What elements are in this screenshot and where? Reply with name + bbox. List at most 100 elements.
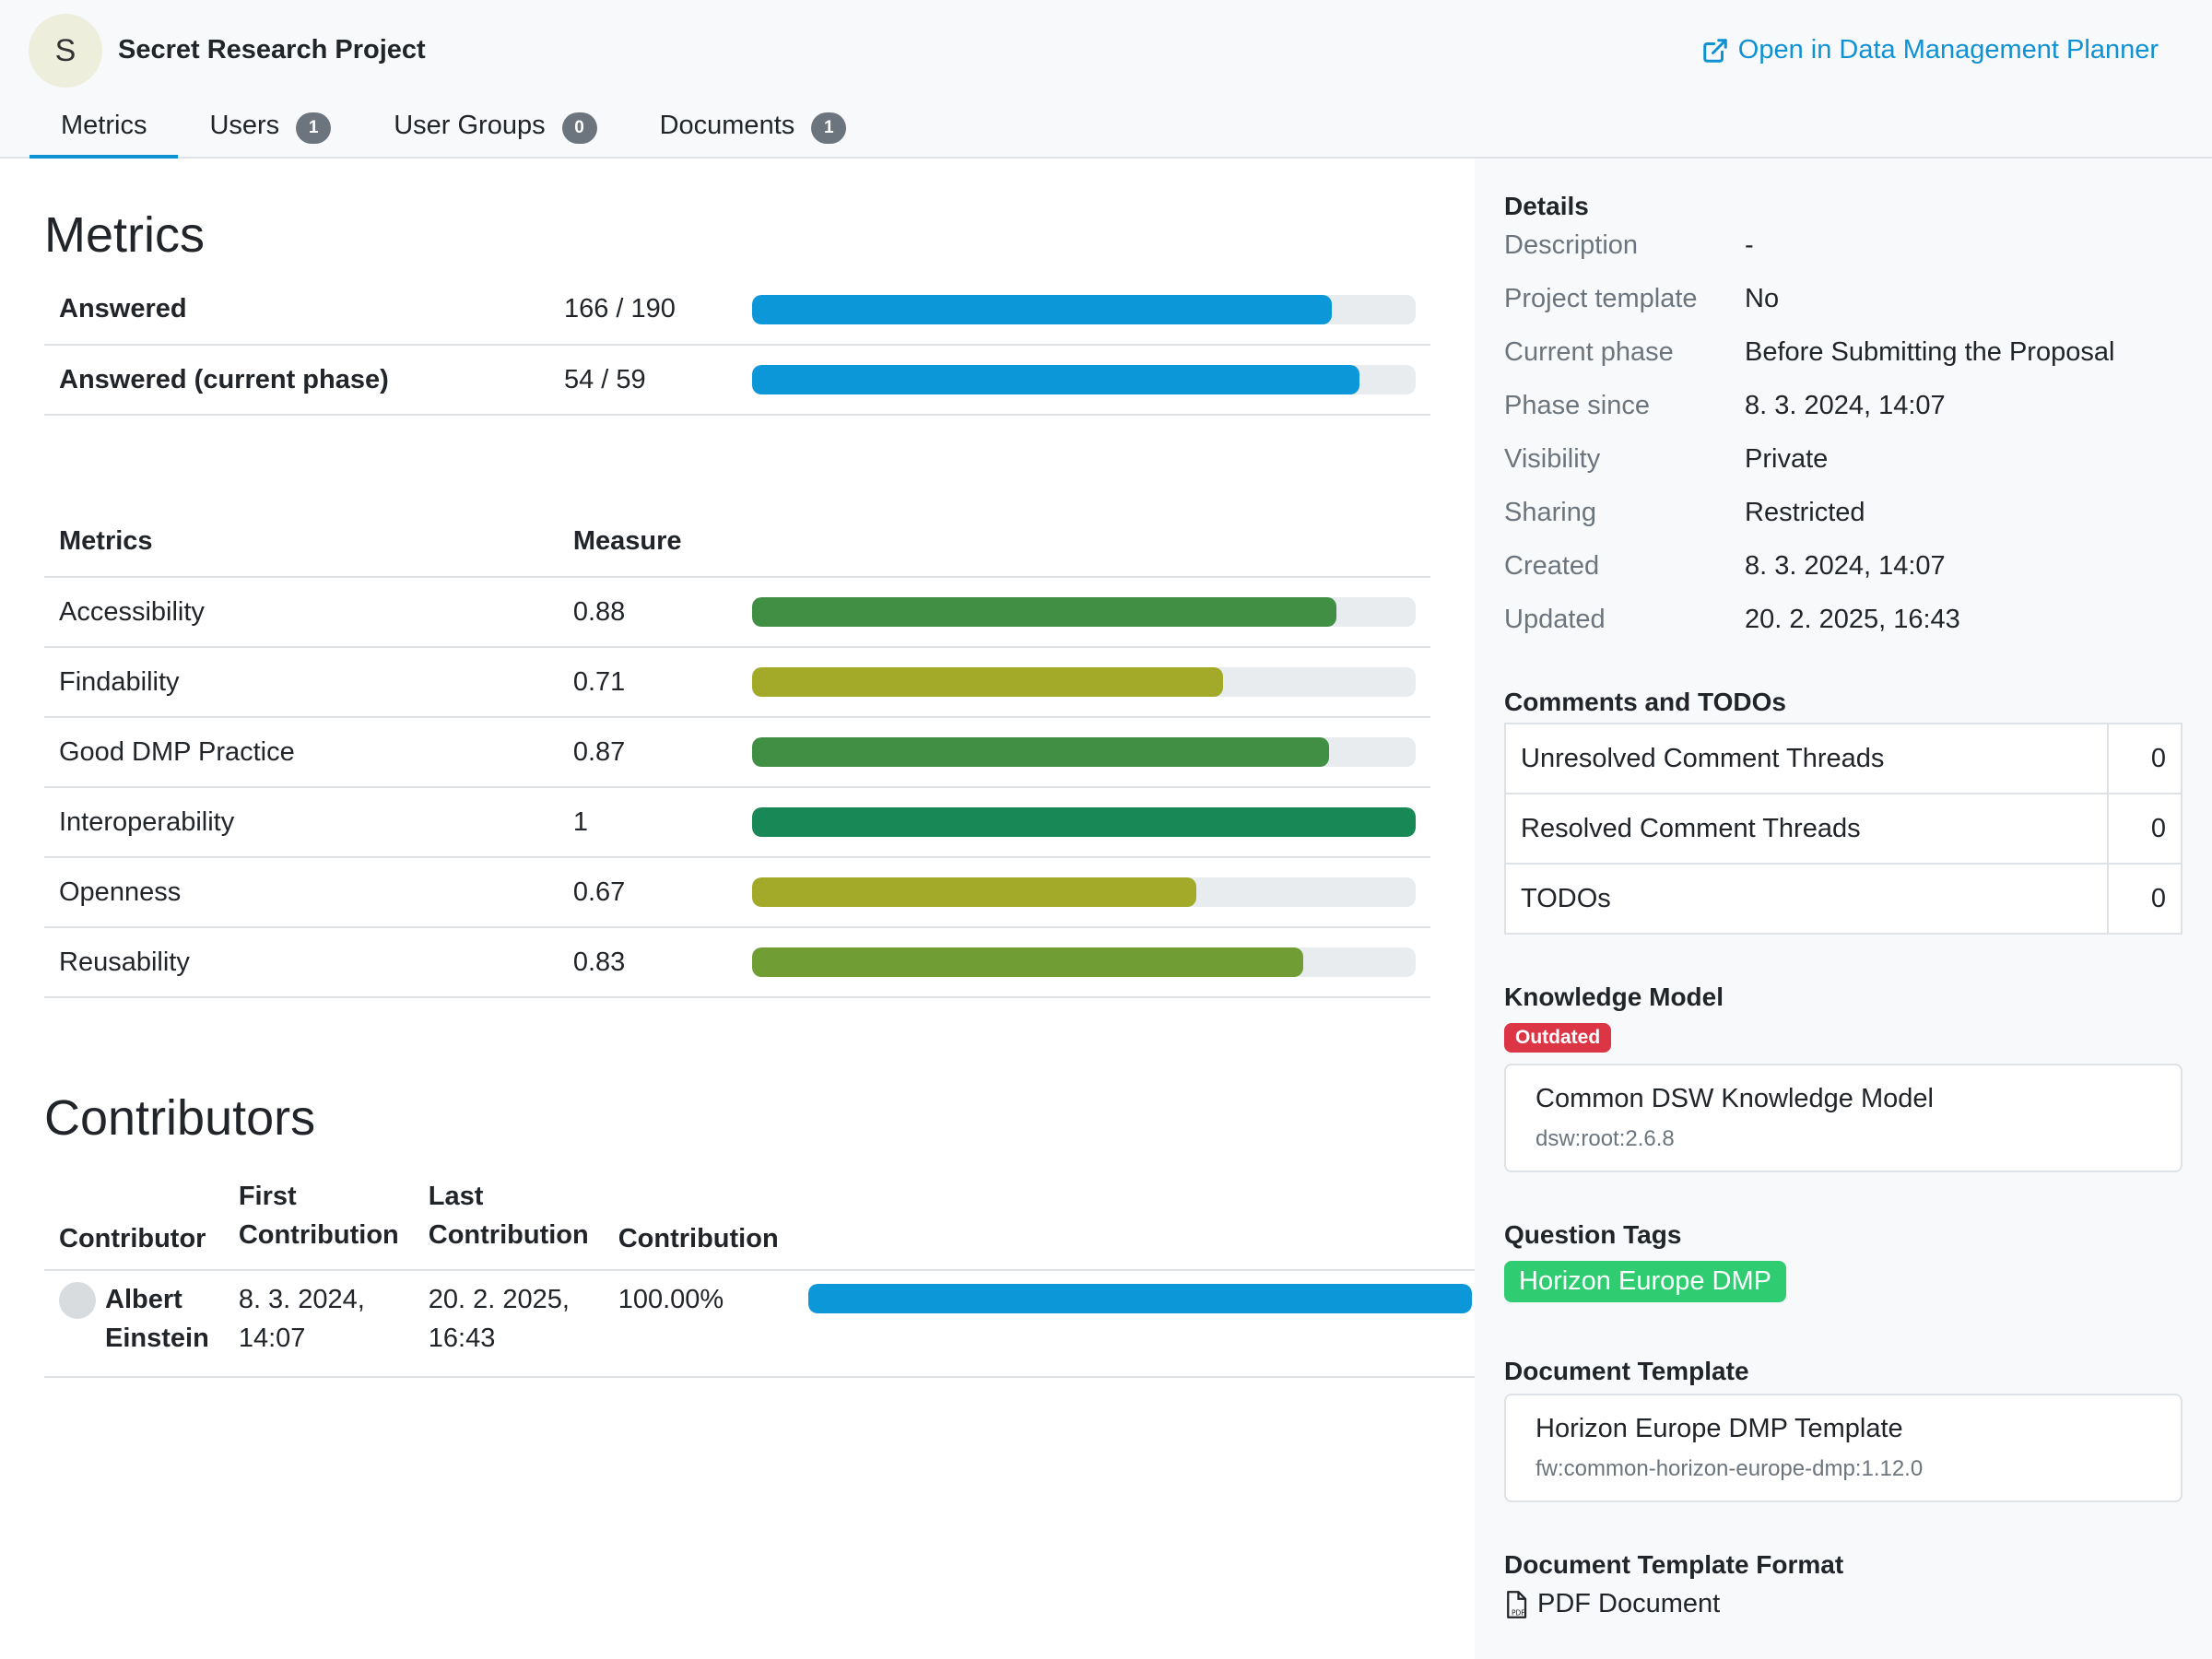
detail-label: Current phase [1504, 337, 1674, 367]
contributors-title: Contributors [44, 1090, 316, 1146]
table-row: Albert Einstein 8. 3. 2024, 14:07 20. 2.… [44, 1270, 1487, 1378]
progress-bar [752, 365, 1416, 394]
metric-bar-fill [752, 597, 1336, 627]
metric-bar-cell [737, 717, 1430, 788]
detail-value: 8. 3. 2024, 14:07 [1745, 391, 1946, 420]
metric-name: Openness [44, 857, 559, 928]
details-sidebar: Details Description - Project template No Cu… [1475, 159, 2212, 1659]
detail-value: Before Submitting the Proposal [1745, 337, 2115, 367]
knowledge-model-name: Common DSW Knowledge Model [1535, 1084, 1934, 1113]
contribution-bar [807, 1284, 1472, 1313]
contributor-column-header: Contributor [44, 1172, 224, 1271]
metric-bar-fill [752, 737, 1330, 767]
tab-label: Users [209, 111, 280, 140]
table-row[interactable]: TODOs 0 [1504, 863, 2183, 935]
tab-metrics[interactable]: Metrics [29, 100, 179, 159]
detail-value: 8. 3. 2024, 14:07 [1745, 551, 1946, 581]
metric-bar-fill [752, 807, 1416, 837]
progress-bar [752, 294, 1416, 324]
metric-bar [752, 597, 1416, 627]
table-row: Answered 166 / 190 [44, 275, 1430, 346]
detail-value: - [1745, 230, 1754, 260]
comment-count: 0 [2107, 723, 2183, 794]
header-line: Contribution [238, 1220, 399, 1250]
comment-count: 0 [2107, 863, 2183, 935]
project-header: S Secret Research Project Open in Data M… [0, 0, 2212, 159]
comment-label: Resolved Comment Threads [1504, 793, 2109, 865]
detail-label: Visibility [1504, 444, 1601, 474]
outdated-badge: Outdated [1504, 1023, 1612, 1053]
metric-measure: 1 [558, 787, 737, 858]
contribution-percent: 100.00% [603, 1270, 794, 1378]
tab-documents[interactable]: Documents 1 [618, 100, 867, 159]
contributor-name-line: Albert [105, 1285, 182, 1314]
metric-name: Reusability [44, 927, 559, 998]
knowledge-model-heading: Knowledge Model [1504, 982, 1724, 1011]
detail-label: Project template [1504, 284, 1698, 313]
metric-name: Accessibility [44, 577, 559, 648]
detail-value: Restricted [1745, 498, 1865, 527]
document-format-heading: Document Template Format [1504, 1550, 1844, 1579]
comment-label: Unresolved Comment Threads [1504, 723, 2109, 794]
tab-label: Metrics [61, 111, 147, 140]
svg-text:PDF: PDF [1512, 1608, 1525, 1617]
comments-table: Unresolved Comment Threads 0 Resolved Co… [1504, 723, 2183, 935]
comment-count: 0 [2107, 793, 2183, 865]
detail-label: Updated [1504, 605, 1606, 634]
metric-measure: 0.67 [558, 857, 737, 928]
metric-bar [752, 667, 1416, 697]
metrics-title: Metrics [44, 207, 205, 263]
knowledge-model-card[interactable]: Common DSW Knowledge Model dsw:root:2.6.… [1504, 1064, 2183, 1172]
tab-label: Documents [659, 111, 795, 140]
last-contribution-column-header: Last Contribution [413, 1172, 604, 1271]
table-header-row: Contributor First Contribution Last Cont… [44, 1172, 1487, 1271]
detail-label: Created [1504, 551, 1600, 581]
progress-bar-fill [752, 365, 1359, 394]
table-row[interactable]: Unresolved Comment Threads 0 [1504, 723, 2183, 794]
project-tabs: Metrics Users 1 User Groups 0 Documents … [29, 100, 866, 159]
metric-bar-cell [737, 577, 1430, 648]
progress-value: 166 / 190 [548, 275, 737, 346]
document-template-id: fw:common-horizon-europe-dmp:1.12.0 [1535, 1456, 1924, 1481]
metric-bar [752, 737, 1416, 767]
date-line: 20. 2. 2025, [428, 1285, 570, 1314]
tab-user-groups[interactable]: User Groups 0 [351, 100, 617, 159]
question-tag: Horizon Europe DMP [1504, 1261, 1786, 1302]
table-row: Findability 0.71 [44, 647, 1430, 718]
date-line: 8. 3. 2024, [238, 1285, 365, 1314]
detail-label: Description [1504, 230, 1639, 260]
table-row: Interoperability 1 [44, 787, 1430, 858]
metric-bar-fill [752, 667, 1224, 697]
document-format-label: PDF Document [1537, 1589, 1721, 1618]
project-title: Secret Research Project [118, 35, 426, 65]
metric-bar-cell [737, 647, 1430, 718]
metric-measure: 0.83 [558, 927, 737, 998]
detail-value: No [1745, 284, 1780, 313]
metrics-column-header: Metrics [44, 507, 559, 578]
tab-users[interactable]: Users 1 [178, 100, 351, 159]
progress-value: 54 / 59 [548, 345, 737, 416]
detail-value: 20. 2. 2025, 16:43 [1745, 605, 1960, 634]
comment-label: TODOs [1504, 863, 2109, 935]
metric-measure: 0.71 [558, 647, 737, 718]
progress-bar-cell [737, 345, 1430, 416]
metric-bar-fill [752, 947, 1303, 977]
comments-heading: Comments and TODOs [1504, 688, 1786, 716]
table-row: Good DMP Practice 0.87 [44, 717, 1430, 788]
users-count-badge: 1 [296, 112, 332, 144]
date-line: 16:43 [428, 1324, 496, 1353]
table-row: Reusability 0.83 [44, 927, 1430, 998]
date-line: 14:07 [238, 1324, 306, 1353]
metric-bar-cell [737, 787, 1430, 858]
documents-count-badge: 1 [811, 112, 847, 144]
user-avatar [59, 1282, 96, 1319]
document-template-name: Horizon Europe DMP Template [1535, 1414, 1903, 1443]
metrics-table: Metrics Measure Accessibility 0.88 Findabi… [44, 507, 1430, 998]
document-template-card[interactable]: Horizon Europe DMP Template fw:common-ho… [1504, 1394, 2183, 1502]
table-row[interactable]: Resolved Comment Threads 0 [1504, 793, 2183, 865]
metric-measure: 0.87 [558, 717, 737, 788]
document-template-heading: Document Template [1504, 1357, 1749, 1385]
header-line: Last [428, 1182, 484, 1211]
open-in-planner-link[interactable]: Open in Data Management Planner [1701, 35, 2159, 65]
metric-bar [752, 947, 1416, 977]
